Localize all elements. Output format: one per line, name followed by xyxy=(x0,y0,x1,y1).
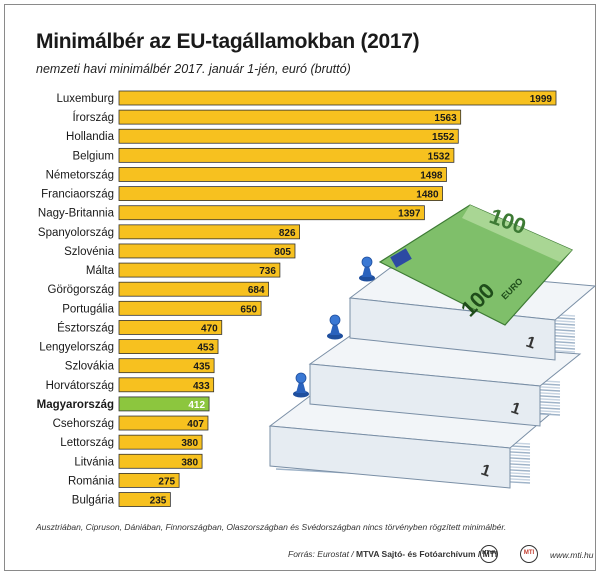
source-org: MTVA Sajtó- és Fotóarchívum / MTI xyxy=(356,549,498,559)
category-label: Románia xyxy=(68,475,115,487)
category-label: Belgium xyxy=(72,150,114,162)
bar xyxy=(118,415,209,431)
site-url: www.mti.hu xyxy=(550,550,594,560)
bar-group: Luxemburg 1999 Írország 1563 Hollandia 1552 Be… xyxy=(37,90,557,507)
category-label: Portugália xyxy=(62,303,114,315)
bar-value-label: 736 xyxy=(259,266,276,277)
bar xyxy=(118,377,215,393)
bar xyxy=(118,339,219,354)
source-label: Forrás: Eurostat / xyxy=(288,549,357,559)
bar xyxy=(118,109,462,125)
category-label: Málta xyxy=(86,265,115,277)
category-label: Magyarország xyxy=(37,399,114,411)
category-label: Franciaország xyxy=(41,189,114,201)
bar-value-label: 650 xyxy=(240,304,257,315)
category-label: Észtország xyxy=(57,321,114,334)
bar-value-label: 380 xyxy=(181,457,198,468)
chart-title: Minimálbér az EU-tagállamokban (2017) xyxy=(36,30,420,53)
bar xyxy=(118,453,203,469)
bar-value-label: 805 xyxy=(274,247,291,258)
bar-value-label: 1552 xyxy=(432,132,455,143)
category-label: Csehország xyxy=(53,418,114,430)
bar xyxy=(118,320,223,335)
bar-value-label: 407 xyxy=(187,419,204,430)
bar-value-label: 433 xyxy=(193,381,210,392)
bar xyxy=(118,167,447,182)
category-label: Nagy-Britannia xyxy=(38,208,115,220)
bar-value-label: 1480 xyxy=(416,190,439,201)
bar-value-label: 435 xyxy=(193,362,210,373)
footnote: Ausztriában, Cipruson, Dániában, Finnors… xyxy=(36,522,507,532)
bar-value-label: 275 xyxy=(158,476,175,487)
bar xyxy=(118,262,281,278)
bar-value-label: 453 xyxy=(197,343,214,354)
category-label: Görögország xyxy=(48,284,114,296)
bar xyxy=(118,224,300,240)
bar xyxy=(118,300,262,316)
category-label: Litvánia xyxy=(74,456,114,468)
category-label: Bulgária xyxy=(72,495,115,507)
banknote-stack: 1 xyxy=(308,335,582,427)
chart-subtitle: nemzeti havi minimálbér 2017. január 1-j… xyxy=(36,62,351,76)
bar-value-label: 470 xyxy=(201,323,218,334)
bar-value-label: 1999 xyxy=(530,94,553,105)
category-label: Hollandia xyxy=(66,131,115,143)
bar-value-label: 1397 xyxy=(398,209,421,220)
pawn-figure-icon xyxy=(293,372,309,398)
category-label: Luxemburg xyxy=(56,93,114,105)
bar-value-label: 1563 xyxy=(434,113,457,124)
bar-value-label: 826 xyxy=(279,228,296,239)
bar-value-label: 1532 xyxy=(428,151,451,162)
bar-value-label: 1498 xyxy=(420,170,443,181)
bar-value-label: 380 xyxy=(181,438,198,449)
bar xyxy=(118,434,203,450)
pawn-figure-icon xyxy=(327,314,343,340)
bar xyxy=(118,396,210,412)
category-label: Horvátország xyxy=(46,380,114,392)
bar xyxy=(118,90,557,106)
mtva-logo: MTVA xyxy=(480,545,498,563)
category-label: Spanyolország xyxy=(38,227,114,239)
bar xyxy=(118,472,180,488)
category-label: Szlovénia xyxy=(64,246,114,258)
bar xyxy=(118,186,443,202)
bar xyxy=(118,492,171,507)
bar xyxy=(118,358,215,374)
category-label: Szlovákia xyxy=(65,361,115,373)
pawn-figure-icon xyxy=(359,256,375,282)
bar-value-label: 684 xyxy=(248,285,265,296)
bar xyxy=(118,205,425,221)
banknote-stack: 1 xyxy=(268,395,552,489)
eu-flag-icon xyxy=(390,248,412,268)
bar-value-label: 412 xyxy=(188,400,205,411)
category-label: Németország xyxy=(46,169,114,181)
bar xyxy=(118,128,459,144)
category-label: Lettország xyxy=(60,437,114,449)
category-label: Lengyelország xyxy=(39,342,114,354)
mti-logo: MTI xyxy=(520,545,538,563)
source-credit: Forrás: Eurostat / MTVA Sajtó- és Fotóar… xyxy=(288,549,497,559)
bar xyxy=(118,281,269,297)
bar xyxy=(118,243,296,259)
category-label: Írország xyxy=(72,111,114,124)
bar-value-label: 235 xyxy=(150,496,167,507)
bar xyxy=(118,147,455,163)
